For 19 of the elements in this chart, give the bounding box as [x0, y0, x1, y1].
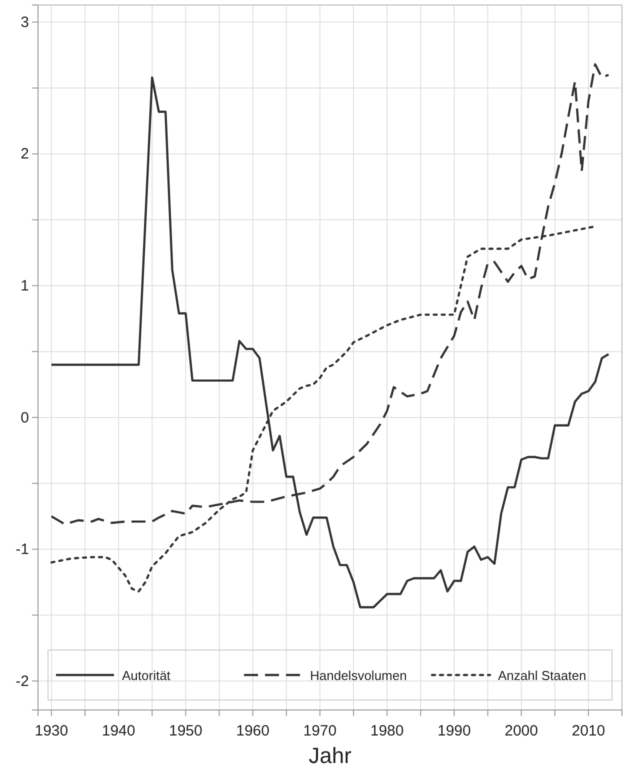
- y-tick-label: 0: [20, 409, 29, 426]
- x-tick-label: 1970: [303, 722, 337, 740]
- y-tick-label: 2: [20, 146, 29, 163]
- y-tick-label: 3: [20, 14, 29, 31]
- x-tick-label: 1960: [236, 722, 270, 740]
- y-tick-label: -1: [16, 541, 29, 558]
- x-tick-label: 2010: [572, 722, 606, 740]
- y-tick-label: 1: [20, 277, 29, 294]
- x-tick-label: 2000: [504, 722, 538, 740]
- x-axis-title: Jahr: [308, 743, 352, 768]
- legend-label: Autorität: [122, 668, 171, 683]
- legend-label: Anzahl Staaten: [498, 668, 586, 683]
- x-tick-label: 1940: [102, 722, 136, 740]
- x-tick-label: 1930: [34, 722, 68, 740]
- x-tick-label: 1980: [370, 722, 404, 740]
- legend-label: Handelsvolumen: [310, 668, 407, 683]
- x-tick-label: 1990: [437, 722, 471, 740]
- x-tick-label: 1950: [168, 722, 202, 740]
- y-tick-label: -2: [16, 672, 29, 690]
